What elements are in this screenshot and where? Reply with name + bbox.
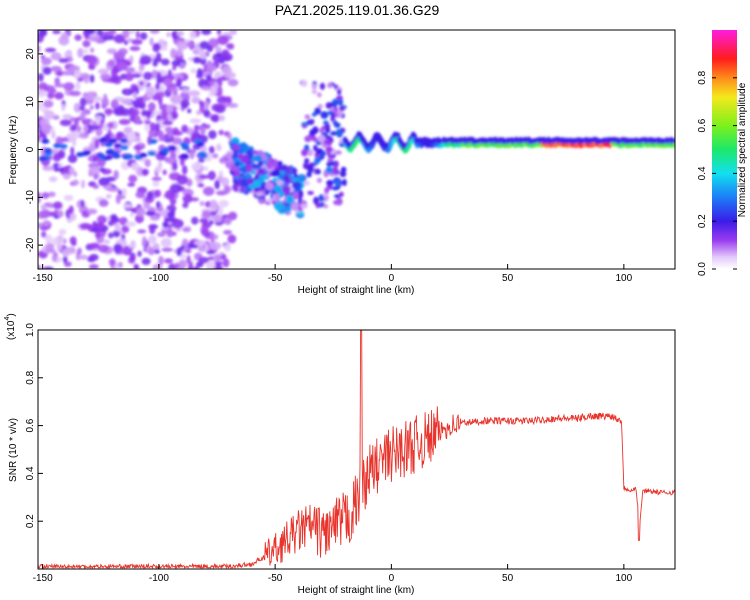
x-tick-label: -50: [268, 573, 283, 584]
x-tick-label: 50: [502, 273, 514, 284]
colorbar-tick-label: 0.0: [697, 262, 708, 276]
snr-scale-label: (x104): [4, 313, 17, 340]
snr-panel: -150 -100 -50 0 50 100 0.2 0.4 0.6 0.8 1.0 Height…: [4, 313, 676, 596]
spectrogram-y-ticks: -20 -10 0 10 20: [25, 48, 43, 252]
x-tick-label: 100: [616, 273, 633, 284]
snr-frame: [37, 329, 676, 570]
spectrogram-y-label: Frequency (Hz): [8, 116, 19, 185]
colorbar-ticks: 0.0 0.2 0.4 0.6 0.8: [697, 70, 737, 276]
colorbar-tick-label: 0.8: [697, 70, 708, 84]
x-tick-label: 100: [616, 573, 633, 584]
spectrogram-frame: [37, 29, 676, 270]
colorbar-tick-label: 0.6: [697, 118, 708, 132]
x-tick-label: 50: [502, 573, 514, 584]
snr-x-label: Height of straight line (km): [298, 585, 415, 596]
y-tick-label: 0.8: [25, 370, 36, 384]
figure-title: PAZ1.2025.119.01.36.G29: [275, 2, 440, 18]
spectrogram-x-ticks: -150 -100 -50 0 50 100: [33, 264, 633, 284]
y-tick-label: 1.0: [25, 323, 36, 337]
svg-text:(x104): (x104): [4, 313, 17, 340]
colorbar-tick-label: 0.2: [697, 214, 708, 228]
colorbar-gradient: [712, 30, 737, 269]
colorbar-tick-label: 0.4: [697, 166, 708, 180]
snr-scale-base: (x10: [6, 320, 17, 340]
x-tick-label: -150: [33, 273, 53, 284]
y-tick-label: -20: [25, 237, 36, 252]
snr-y-label: SNR (10 * v/v): [8, 418, 19, 482]
x-tick-label: 0: [389, 273, 395, 284]
y-tick-label: 0.2: [25, 514, 36, 528]
y-tick-label: 0.4: [25, 466, 36, 480]
snr-scale-exp: 4: [4, 317, 11, 321]
y-tick-label: 20: [25, 48, 36, 60]
snr-plot-area: [38, 330, 675, 569]
snr-series-line: [38, 330, 675, 569]
colorbar: 0.0 0.2 0.4 0.6 0.8 Normalized spectral ampl…: [697, 30, 748, 276]
x-tick-label: -50: [268, 273, 283, 284]
spectrogram-heatmap: [38, 30, 675, 269]
snr-y-ticks: 0.2 0.4 0.6 0.8 1.0: [25, 323, 43, 528]
heatmap-texture: [38, 30, 675, 269]
y-tick-label: -10: [25, 190, 36, 205]
spectrogram-x-label: Height of straight line (km): [298, 285, 415, 296]
x-tick-label: 0: [389, 573, 395, 584]
colorbar-label: Normalized spectral amplitude: [737, 82, 748, 217]
snr-x-ticks: -150 -100 -50 0 50 100: [33, 564, 633, 584]
y-tick-label: 10: [25, 96, 36, 108]
y-tick-label: 0: [25, 146, 36, 152]
y-tick-label: 0.6: [25, 418, 36, 432]
x-tick-label: -100: [149, 573, 169, 584]
x-tick-label: -100: [149, 273, 169, 284]
x-tick-label: -150: [33, 573, 53, 584]
